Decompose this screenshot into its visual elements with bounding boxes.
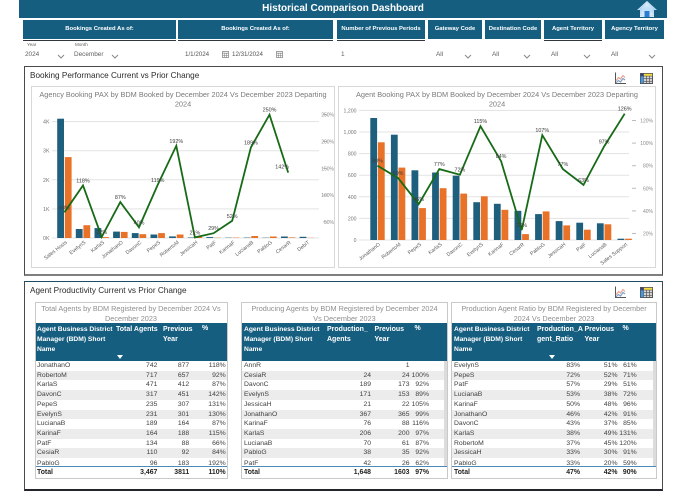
svg-text:142%: 142% [275, 165, 289, 171]
svg-text:Agency Booking PAX by BDM Book: Agency Booking PAX by BDM Booked by Dece… [39, 90, 326, 99]
svg-text:192%: 192% [169, 139, 183, 145]
svg-text:22%: 22% [96, 230, 107, 236]
svg-text:97%: 97% [599, 140, 610, 146]
svg-text:189%: 189% [244, 140, 258, 146]
svg-text:107%: 107% [535, 128, 549, 134]
svg-text:63%: 63% [578, 178, 589, 184]
svg-text:4K: 4K [43, 120, 50, 126]
svg-text:Agent Booking PAX by BDM Booke: Agent Booking PAX by BDM Booked by Decem… [356, 90, 638, 99]
svg-text:200: 200 [348, 216, 357, 222]
svg-text:250%: 250% [263, 108, 277, 114]
svg-text:20%: 20% [643, 232, 654, 238]
svg-text:52%: 52% [227, 214, 238, 220]
svg-text:100%: 100% [640, 141, 653, 147]
svg-text:126%: 126% [618, 107, 632, 113]
svg-text:150%: 150% [321, 166, 334, 172]
svg-text:119%: 119% [151, 178, 165, 184]
svg-text:3K: 3K [43, 149, 50, 155]
svg-text:1,000: 1,000 [344, 130, 357, 136]
svg-text:2024: 2024 [489, 100, 505, 109]
svg-text:600: 600 [348, 173, 357, 179]
svg-text:80%: 80% [372, 159, 383, 165]
svg-text:400: 400 [348, 195, 357, 201]
svg-text:1,200: 1,200 [344, 108, 357, 114]
svg-text:1K: 1K [43, 207, 50, 213]
svg-text:PatF: PatF [205, 240, 217, 251]
svg-text:21%: 21% [190, 230, 201, 236]
svg-text:120%: 120% [640, 119, 653, 125]
svg-text:40%: 40% [134, 220, 145, 226]
svg-text:0K: 0K [43, 236, 50, 242]
svg-text:800: 800 [348, 152, 357, 158]
svg-text:72%: 72% [455, 168, 466, 174]
svg-text:77%: 77% [434, 162, 445, 168]
svg-text:200%: 200% [321, 140, 334, 146]
svg-text:80%: 80% [643, 164, 654, 170]
svg-text:2024: 2024 [175, 100, 191, 109]
svg-text:250%: 250% [321, 113, 334, 119]
svg-text:87%: 87% [115, 195, 126, 201]
svg-text:PatF: PatF [575, 242, 587, 253]
svg-text:40%: 40% [643, 209, 654, 215]
svg-text:60%: 60% [643, 186, 654, 192]
svg-text:0: 0 [354, 238, 357, 244]
svg-text:115%: 115% [474, 119, 488, 125]
svg-text:100%: 100% [321, 193, 334, 199]
svg-text:77%: 77% [558, 162, 569, 168]
svg-text:2K: 2K [43, 178, 50, 184]
svg-text:29%: 29% [208, 226, 219, 232]
svg-text:69%: 69% [393, 171, 404, 177]
svg-text:23%: 23% [516, 223, 527, 229]
svg-text:46%: 46% [413, 197, 424, 203]
svg-text:84%: 84% [496, 154, 507, 160]
svg-text:118%: 118% [76, 179, 90, 185]
svg-text:68%: 68% [59, 205, 70, 211]
svg-text:50%: 50% [324, 220, 335, 226]
